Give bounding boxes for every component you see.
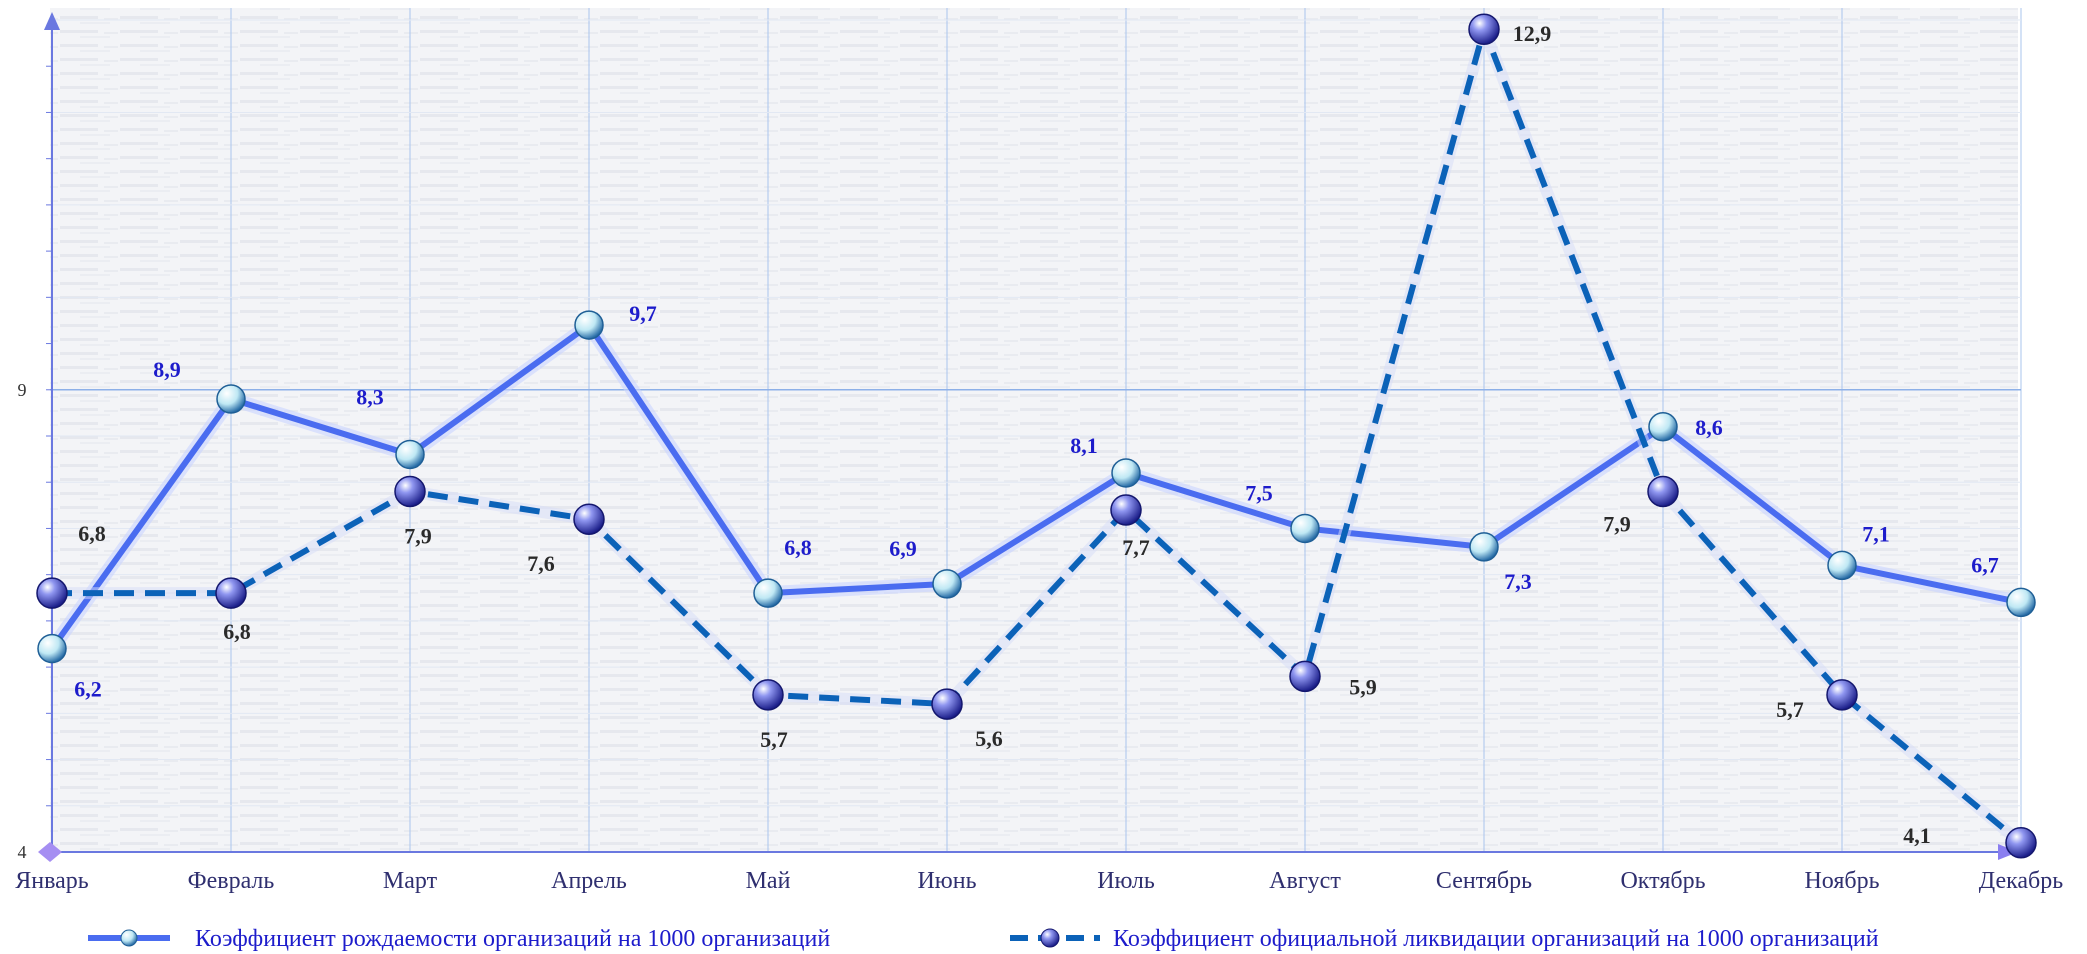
legend-birth-label: Коэффициент рождаемости организаций на 1… (195, 926, 830, 952)
x-tick-label: Ноябрь (1804, 868, 1879, 894)
y-tick-label: 4 (18, 842, 27, 862)
point-liquidation (394, 475, 426, 508)
axes (38, 12, 2018, 862)
x-tick-label: Май (746, 868, 791, 894)
x-tick-label: Август (1269, 868, 1341, 894)
grid (50, 8, 2022, 852)
data-label-liquidation: 7,6 (527, 551, 555, 576)
data-label-birth: 6,8 (784, 535, 812, 560)
x-tick-label: Апрель (551, 868, 627, 894)
data-label-birth: 8,3 (356, 384, 384, 409)
data-label-birth: 6,7 (1971, 552, 1999, 577)
y-axis-arrow (44, 12, 60, 30)
point-liquidation (215, 577, 247, 609)
point-birth (753, 578, 783, 608)
legend-birth-marker (120, 929, 138, 947)
x-tick-label: Сентябрь (1436, 868, 1532, 894)
point-birth (1827, 550, 1857, 581)
point-birth (932, 569, 962, 599)
x-tick-label: Июль (1097, 868, 1155, 894)
x-tick-label: Июнь (917, 868, 976, 894)
data-label-birth: 8,9 (153, 357, 181, 382)
data-label-liquidation: 7,9 (1603, 511, 1631, 536)
point-birth (37, 633, 67, 664)
point-liquidation (36, 577, 68, 609)
origin-marker (38, 842, 62, 862)
point-liquidation (1826, 679, 1858, 711)
legend-liquidation-marker (1040, 928, 1060, 948)
point-birth (574, 310, 604, 340)
data-label-liquidation: 6,8 (223, 619, 251, 644)
series-birth-line (49, 322, 2022, 651)
data-label-liquidation: 5,7 (760, 727, 788, 752)
data-label-liquidation: 5,9 (1349, 674, 1377, 699)
series-lines (46, 23, 2025, 848)
data-label-liquidation: 5,6 (975, 726, 1003, 751)
point-birth (1290, 513, 1320, 544)
data-label-birth: 8,6 (1695, 415, 1723, 440)
data-label-liquidation: 4,1 (1903, 823, 1931, 848)
series-liquidation-line (52, 26, 2023, 846)
point-birth (2006, 587, 2036, 618)
data-label-birth: 7,3 (1504, 569, 1532, 594)
x-tick-label: Январь (15, 868, 89, 894)
data-label-liquidation: 5,7 (1776, 697, 1804, 722)
data-label-birth: 6,9 (889, 536, 917, 561)
data-label-liquidation: 12,9 (1513, 21, 1552, 46)
point-liquidation (1647, 475, 1679, 508)
point-birth (216, 384, 246, 414)
x-tick-label: Март (383, 868, 438, 894)
y-tick-label: 9 (18, 380, 27, 400)
point-liquidation (1110, 494, 1142, 526)
data-label-birth: 6,2 (74, 677, 102, 702)
data-label-birth: 7,5 (1245, 480, 1273, 505)
point-liquidation (1468, 13, 1500, 45)
data-label-liquidation: 7,7 (1122, 535, 1150, 560)
x-tick-label: Февраль (188, 868, 275, 894)
data-label-liquidation: 7,9 (404, 523, 432, 548)
x-axis-arrow (1998, 844, 2018, 860)
data-labels: 6,2 8,9 8,3 9,7 6,8 6,9 8,1 7,5 7,3 8,6 7,1 6,7 6,8 6… (74, 21, 1999, 848)
data-label-birth: 9,7 (629, 301, 657, 326)
point-birth (1648, 412, 1678, 442)
legend-liquidation-label: Коэффициент официальной ликвидации орган… (1113, 926, 1879, 952)
point-birth (1111, 458, 1141, 488)
point-birth (1469, 532, 1499, 562)
x-tick-label: Декабрь (1979, 868, 2063, 894)
point-liquidation (2005, 827, 2037, 859)
point-liquidation (752, 679, 784, 711)
x-tick-label: Октябрь (1620, 868, 1705, 894)
point-liquidation (931, 688, 963, 720)
point-liquidation (1289, 660, 1321, 693)
legend: Коэффициент рождаемости организаций на 1… (88, 926, 1879, 952)
plot-background (50, 8, 2018, 852)
data-label-birth: 7,1 (1862, 521, 1890, 546)
series-points (36, 13, 2037, 859)
data-label-birth: 8,1 (1070, 433, 1098, 458)
point-birth (395, 439, 425, 470)
point-liquidation (573, 503, 605, 535)
y-axis-ticks: 49 (18, 65, 52, 862)
data-label-liquidation: 6,8 (78, 521, 106, 546)
x-axis-ticks: Январь Февраль Март Апрель Май Июнь Июль Август… (15, 868, 2063, 894)
